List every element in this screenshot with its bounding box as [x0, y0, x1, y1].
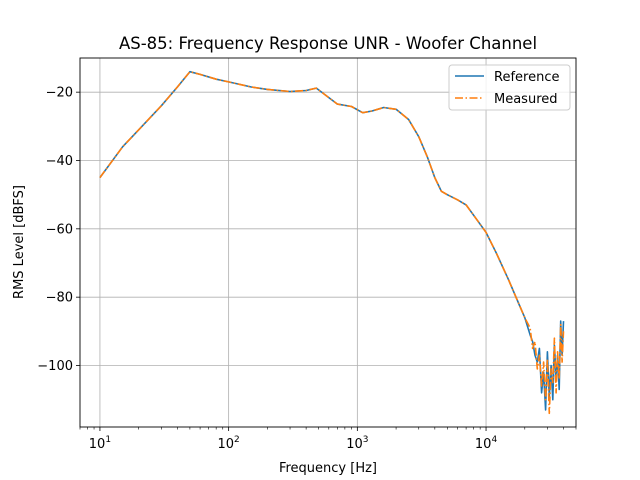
- chart-title: AS-85: Frequency Response UNR - Woofer C…: [119, 34, 537, 53]
- x-axis-label: Frequency [Hz]: [279, 461, 377, 476]
- y-tick-label: −60: [46, 222, 73, 237]
- legend: Reference Measured: [448, 64, 571, 111]
- legend-label-measured: Measured: [494, 92, 558, 107]
- y-axis-label: RMS Level [dBFS]: [12, 185, 27, 299]
- plot-frame: [79, 57, 577, 428]
- y-tick-label: −100: [37, 359, 73, 374]
- y-tick-label: −20: [46, 86, 73, 101]
- legend-label-reference: Reference: [494, 70, 559, 85]
- x-tick-label: 103: [346, 435, 368, 452]
- y-axis-ticks: −100 −80 −60 −40 −20: [37, 86, 80, 374]
- y-tick-label: −40: [46, 154, 73, 169]
- x-tick-label: 102: [217, 435, 239, 452]
- x-tick-label: 101: [89, 435, 111, 452]
- x-axis-ticks: 101 102 103 104: [79, 427, 577, 452]
- series-line-reference: [99, 70, 565, 411]
- y-tick-label: −80: [46, 291, 73, 306]
- series-layer: [99, 70, 565, 415]
- grid-lines: [80, 58, 576, 427]
- x-tick-label: 104: [475, 435, 498, 452]
